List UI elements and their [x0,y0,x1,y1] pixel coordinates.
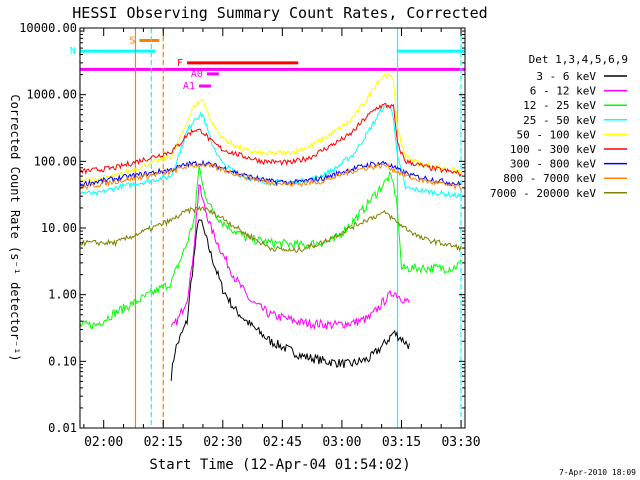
flag-label-1: N [70,46,76,57]
legend-label-8: 7000 - 20000 keV [490,187,596,200]
legend-label-4: 50 - 100 keV [517,128,597,141]
x-axis-label: Start Time (12-Apr-04 01:54:02) [149,457,410,473]
y-tick-label-5: 1000.00 [26,88,77,102]
x-tick-label-2: 02:30 [203,435,242,450]
y-tick-label-3: 10.00 [41,221,77,235]
legend-label-6: 300 - 800 keV [510,158,596,171]
x-tick-label-4: 03:00 [322,435,361,450]
chart-title: HESSI Observing Summary Count Rates, Cor… [72,4,487,22]
legend-label-1: 6 - 12 keV [530,85,597,98]
series-line-8 [79,205,462,254]
y-tick-label-0: 0.01 [48,421,77,435]
y-tick-label-4: 100.00 [34,154,77,168]
legend-label-2: 12 - 25 keV [523,99,596,112]
legend-label-5: 100 - 300 keV [510,143,596,156]
y-tick-label-1: 0.10 [48,354,77,368]
series-line-2 [79,165,462,331]
x-tick-label-5: 03:15 [382,435,421,450]
axes: 0.01 0.10 1.00 10.00 100.00 1000.00 10000.00 02… [19,21,480,450]
flag-label-0: S [129,35,135,46]
flag-label-3: F [177,58,183,69]
flag-label-6: A1 [183,81,195,92]
series-line-1 [170,184,410,331]
y-tick-label-6: 10000.00 [19,21,77,35]
series-line-5 [79,102,462,177]
plot-frame [79,27,466,429]
x-tick-label-3: 02:45 [263,435,302,450]
legend-label-0: 3 - 6 keV [536,70,596,83]
series-line-7 [79,161,462,191]
legend-label-3: 25 - 50 keV [523,114,596,127]
y-axis-label: Corrected Count Rate (s⁻¹ detector⁻¹) [8,94,22,361]
legend-label-7: 800 - 7000 keV [503,172,596,185]
y-tick-label-2: 1.00 [48,288,77,302]
x-tick-label-6: 03:30 [441,435,480,450]
series-line-0 [170,219,410,381]
flag-label-5: A0 [191,69,203,80]
x-tick-label-1: 02:15 [144,435,183,450]
x-tick-label-0: 02:00 [84,435,123,450]
series-line-4 [79,72,462,185]
footer-date: 7-Apr-2010 18:09 [559,468,636,477]
legend-header: Det 1,3,4,5,6,9 [529,53,628,66]
